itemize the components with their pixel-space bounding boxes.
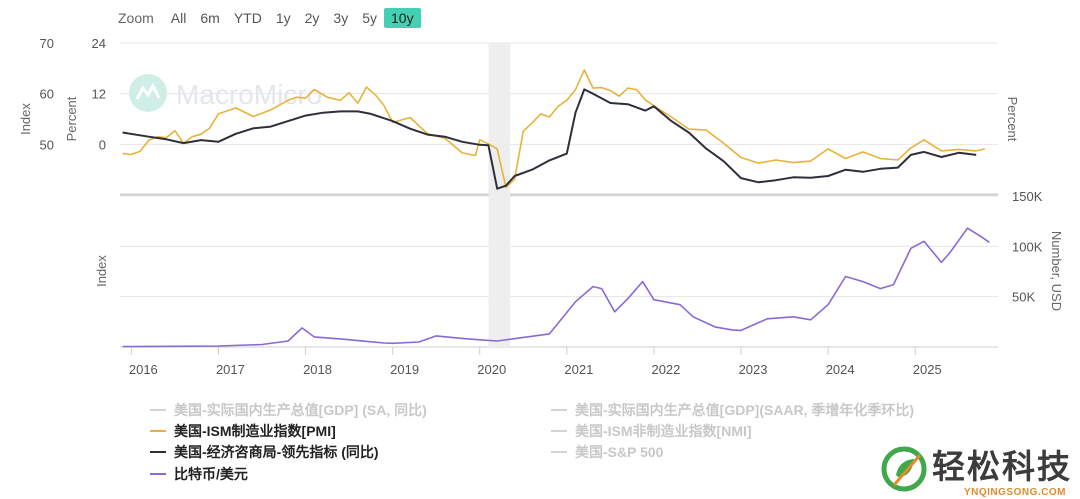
brand-name: 轻松科技: [932, 448, 1072, 485]
legend-swatch: [551, 409, 567, 411]
x-tick-label: 2021: [564, 362, 593, 377]
y-tick-label-number: 150K: [1012, 189, 1043, 204]
x-tick-label: 2016: [129, 362, 158, 377]
shaded-period: [488, 43, 511, 347]
y-tick-label-percent: 12: [92, 87, 106, 102]
series-layer: [122, 69, 990, 348]
zoom-button-3y[interactable]: 3y: [333, 10, 349, 26]
zoom-button-2y[interactable]: 2y: [304, 10, 320, 26]
legend-gdp-yoy[interactable]: 美国-实际国内生产总值[GDP] (SA, 同比): [150, 400, 427, 420]
y-tick-label-number: 100K: [1012, 239, 1043, 254]
zoom-button-ytd[interactable]: YTD: [233, 10, 262, 26]
x-tick-label: 2024: [826, 362, 855, 377]
zoom-button-5y[interactable]: 5y: [362, 10, 377, 26]
grid-lines: [120, 42, 998, 348]
brand-logo: 轻松科技: [880, 445, 1072, 493]
y-tick-label-percent: 0: [99, 137, 106, 152]
legend-swatch: [551, 451, 567, 453]
axes-layer: 50 60 70 0 12 24 Index Percent Percent Index Numbe…: [18, 36, 1064, 377]
y-tick-label-index: 70: [40, 36, 54, 51]
legend-gdp-qoq[interactable]: 美国-实际国内生产总值[GDP](SAAR, 季增年化季环比): [551, 400, 914, 420]
x-tick-label: 2018: [303, 362, 332, 377]
leaf-logo-icon: [881, 446, 927, 492]
zoom-button-all[interactable]: All: [170, 10, 187, 26]
watermark: MacroMicro: [129, 74, 322, 112]
legend-sp500[interactable]: 美国-S&P 500: [551, 442, 663, 462]
y-tick-label-percent: 24: [92, 36, 106, 51]
legend-label: 美国-实际国内生产总值[GDP](SAAR, 季增年化季环比): [575, 402, 915, 418]
legend-label: 美国-ISM制造业指数[PMI]: [174, 423, 336, 439]
shaded-period-rect: [488, 43, 511, 347]
x-tick-label: 2020: [477, 362, 506, 377]
watermark-text: MacroMicro: [176, 79, 322, 110]
watermark-wave-icon: [135, 82, 161, 100]
y-axis-title-percent-right: Percent: [1005, 97, 1020, 142]
chart-canvas: MacroMicro 50 60 70 0 12 24 Index Percent Percen…: [18, 36, 1064, 377]
legend-label: 美国-经济咨商局-领先指标 (同比): [174, 444, 379, 460]
legend-swatch: [551, 430, 567, 432]
x-tick-label: 2019: [390, 362, 419, 377]
legend-pmi[interactable]: 美国-ISM制造业指数[PMI]: [150, 421, 336, 441]
y-axis-title-index-bottom: Index: [94, 255, 109, 287]
legend-nmi[interactable]: 美国-ISM非制造业指数[NMI]: [551, 421, 752, 441]
y-axis-title-percent: Percent: [64, 96, 79, 141]
zoom-bar: Zoom All 6m YTD 1y 2y 3y 5y 10y: [118, 6, 421, 30]
y-axis-title-index: Index: [18, 103, 33, 135]
y-tick-label-index: 50: [40, 137, 54, 152]
legend-label: 美国-S&P 500: [575, 444, 664, 460]
legend-label: 美国-ISM非制造业指数[NMI]: [575, 423, 752, 439]
legend-label: 美国-实际国内生产总值[GDP] (SA, 同比): [174, 402, 427, 418]
x-tick-label: 2023: [739, 362, 768, 377]
legend-label: 比特币/美元: [174, 466, 248, 482]
brand-sub: YNQINGSONG.COM: [963, 487, 1066, 498]
series-line-lei: [122, 88, 977, 190]
legend-swatch: [150, 409, 166, 411]
y-axis-title-number: Number, USD: [1049, 231, 1064, 311]
x-tick-label: 2022: [651, 362, 680, 377]
zoom-button-6m[interactable]: 6m: [200, 10, 220, 26]
series-line-btc: [122, 227, 990, 348]
y-tick-label-number: 50K: [1012, 290, 1035, 305]
x-tick-label: 2017: [216, 362, 245, 377]
y-tick-label-index: 60: [40, 87, 54, 102]
legend-lei[interactable]: 美国-经济咨商局-领先指标 (同比): [150, 442, 379, 462]
zoom-label: Zoom: [118, 10, 154, 26]
zoom-button-1y[interactable]: 1y: [275, 10, 291, 26]
legend-swatch: [150, 430, 166, 432]
zoom-button-10y[interactable]: 10y: [384, 8, 421, 28]
series-line-pmi: [122, 69, 986, 189]
legend-btc[interactable]: 比特币/美元: [150, 464, 248, 484]
legend-swatch: [150, 473, 166, 475]
x-tick-label: 2025: [913, 362, 942, 377]
legend-swatch: [150, 451, 166, 453]
